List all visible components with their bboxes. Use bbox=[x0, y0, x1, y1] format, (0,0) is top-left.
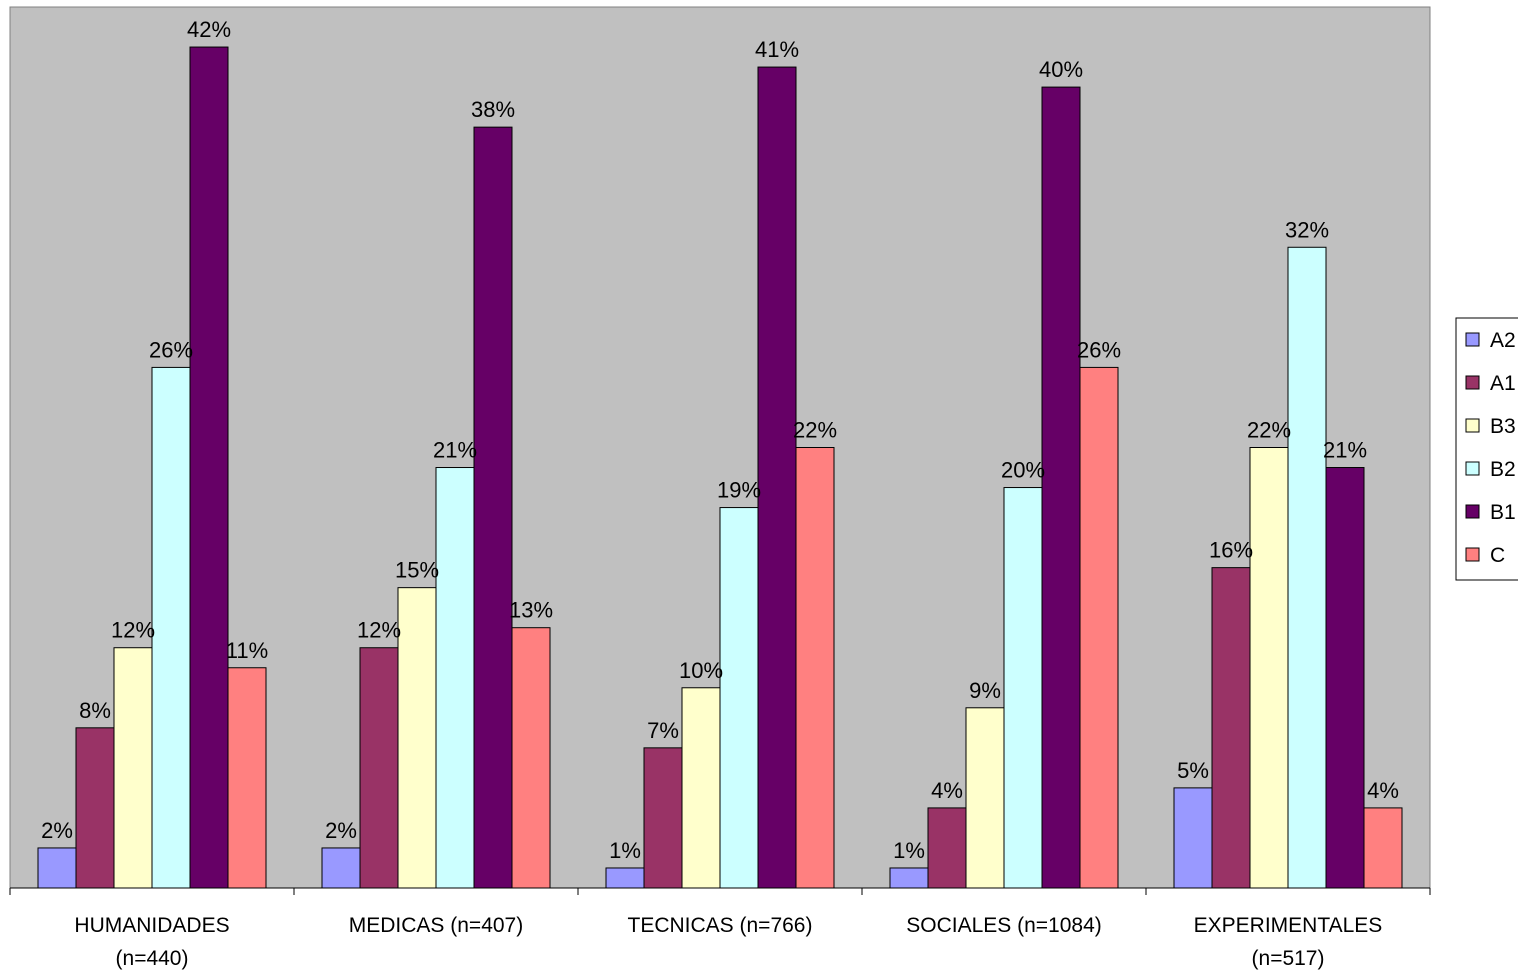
legend-swatch-b2 bbox=[1465, 461, 1480, 476]
bar-a2-cat-2 bbox=[605, 867, 645, 889]
bar-b2-cat-4 bbox=[1287, 246, 1327, 889]
legend-label-b1: B1 bbox=[1490, 501, 1516, 524]
bar-b2-cat-1 bbox=[435, 467, 475, 889]
bar-b2-cat-3 bbox=[1003, 487, 1043, 889]
bar-b3-cat-3 bbox=[965, 707, 1005, 889]
legend-swatch-a2 bbox=[1465, 332, 1480, 347]
value-label-b1-cat-4: 21% bbox=[1323, 438, 1367, 463]
value-label-a2-cat-1: 2% bbox=[325, 818, 357, 843]
value-label-a1-cat-0: 8% bbox=[79, 698, 111, 723]
category-label-4-line-1: (n=517) bbox=[1252, 947, 1325, 970]
category-label-1-line-0: MEDICAS (n=407) bbox=[349, 914, 523, 937]
bar-b3-cat-0 bbox=[113, 647, 153, 889]
category-labels: HUMANIDADES (n=440) MEDICAS (n=407) TECNICA… bbox=[74, 914, 1382, 970]
legend-label-b3: B3 bbox=[1490, 415, 1516, 438]
category-label-0-line-1: (n=440) bbox=[116, 947, 189, 970]
legend-swatch-c bbox=[1465, 547, 1480, 562]
value-label-b2-cat-3: 20% bbox=[1001, 458, 1045, 483]
legend-label-b2: B2 bbox=[1490, 458, 1516, 481]
bar-a1-cat-4 bbox=[1211, 567, 1251, 889]
value-label-b2-cat-4: 32% bbox=[1285, 217, 1329, 242]
value-label-a1-cat-1: 12% bbox=[357, 618, 401, 643]
bar-c-cat-2 bbox=[795, 447, 835, 889]
bars-layer bbox=[37, 46, 1403, 889]
legend-label-c: C bbox=[1490, 544, 1505, 567]
value-label-b2-cat-2: 19% bbox=[717, 478, 761, 503]
bar-b2-cat-2 bbox=[719, 507, 759, 889]
category-label-4-line-0: EXPERIMENTALES bbox=[1194, 914, 1383, 937]
value-label-c-cat-3: 26% bbox=[1077, 337, 1121, 362]
legend-label-a1: A1 bbox=[1490, 372, 1516, 395]
bar-b1-cat-4 bbox=[1325, 467, 1365, 889]
bar-b1-cat-1 bbox=[473, 126, 513, 889]
value-label-c-cat-0: 11% bbox=[226, 638, 268, 663]
bar-b3-cat-1 bbox=[397, 587, 437, 889]
value-label-b3-cat-1: 15% bbox=[395, 558, 439, 583]
value-label-b1-cat-1: 38% bbox=[471, 97, 515, 122]
bar-a2-cat-3 bbox=[889, 867, 929, 889]
bar-a2-cat-4 bbox=[1173, 787, 1213, 889]
bar-a1-cat-3 bbox=[927, 807, 967, 889]
bar-a1-cat-2 bbox=[643, 747, 683, 889]
category-label-0-line-0: HUMANIDADES bbox=[74, 914, 229, 937]
bar-c-cat-3 bbox=[1079, 366, 1119, 889]
legend-box bbox=[1455, 317, 1518, 581]
value-label-a2-cat-0: 2% bbox=[41, 818, 73, 843]
value-label-b3-cat-3: 9% bbox=[969, 678, 1001, 703]
value-label-a1-cat-3: 4% bbox=[931, 778, 963, 803]
value-label-a1-cat-2: 7% bbox=[647, 718, 679, 743]
category-label-3-line-0: SOCIALES (n=1084) bbox=[906, 914, 1102, 937]
bar-b1-cat-0 bbox=[189, 46, 229, 889]
legend-swatch-b3 bbox=[1465, 418, 1480, 433]
legend-label-a2: A2 bbox=[1490, 329, 1516, 352]
value-label-b1-cat-3: 40% bbox=[1039, 57, 1083, 82]
value-label-c-cat-2: 22% bbox=[793, 418, 837, 443]
value-label-c-cat-1: 13% bbox=[509, 598, 553, 623]
value-label-b3-cat-0: 12% bbox=[111, 618, 155, 643]
legend-swatch-b1 bbox=[1465, 504, 1480, 519]
value-label-a2-cat-4: 5% bbox=[1177, 758, 1209, 783]
bar-a1-cat-1 bbox=[359, 647, 399, 889]
bar-a2-cat-1 bbox=[321, 847, 361, 889]
value-label-b3-cat-2: 10% bbox=[679, 658, 723, 683]
bar-b2-cat-0 bbox=[151, 366, 191, 889]
x-axis-ticks bbox=[9, 888, 1431, 895]
bar-a2-cat-0 bbox=[37, 847, 77, 889]
legend-swatch-a1 bbox=[1465, 375, 1480, 390]
value-labels-layer: 2% 8% 12% 26% 42% 11% 2% 12% 15% 21% 38% 13% 1% 7% 10%… bbox=[41, 17, 1399, 863]
value-label-b3-cat-4: 22% bbox=[1247, 418, 1291, 443]
value-label-a2-cat-3: 1% bbox=[893, 838, 925, 863]
bar-a1-cat-0 bbox=[75, 727, 115, 889]
value-label-b1-cat-0: 42% bbox=[187, 17, 231, 42]
bar-b3-cat-4 bbox=[1249, 447, 1289, 889]
bar-c-cat-4 bbox=[1363, 807, 1403, 889]
value-label-b2-cat-0: 26% bbox=[149, 337, 193, 362]
value-label-b2-cat-1: 21% bbox=[433, 438, 477, 463]
bar-b1-cat-3 bbox=[1041, 86, 1081, 889]
value-label-a2-cat-2: 1% bbox=[609, 838, 641, 863]
value-label-c-cat-4: 4% bbox=[1367, 778, 1399, 803]
value-label-a1-cat-4: 16% bbox=[1209, 538, 1253, 563]
category-label-2-line-0: TECNICAS (n=766) bbox=[628, 914, 813, 937]
bar-c-cat-1 bbox=[511, 627, 551, 889]
bar-b1-cat-2 bbox=[757, 66, 797, 889]
value-label-b1-cat-2: 41% bbox=[755, 37, 799, 62]
bar-b3-cat-2 bbox=[681, 687, 721, 889]
legend: A2 A1 B3 B2 B1 C bbox=[1455, 317, 1518, 581]
bar-c-cat-0 bbox=[227, 667, 267, 889]
